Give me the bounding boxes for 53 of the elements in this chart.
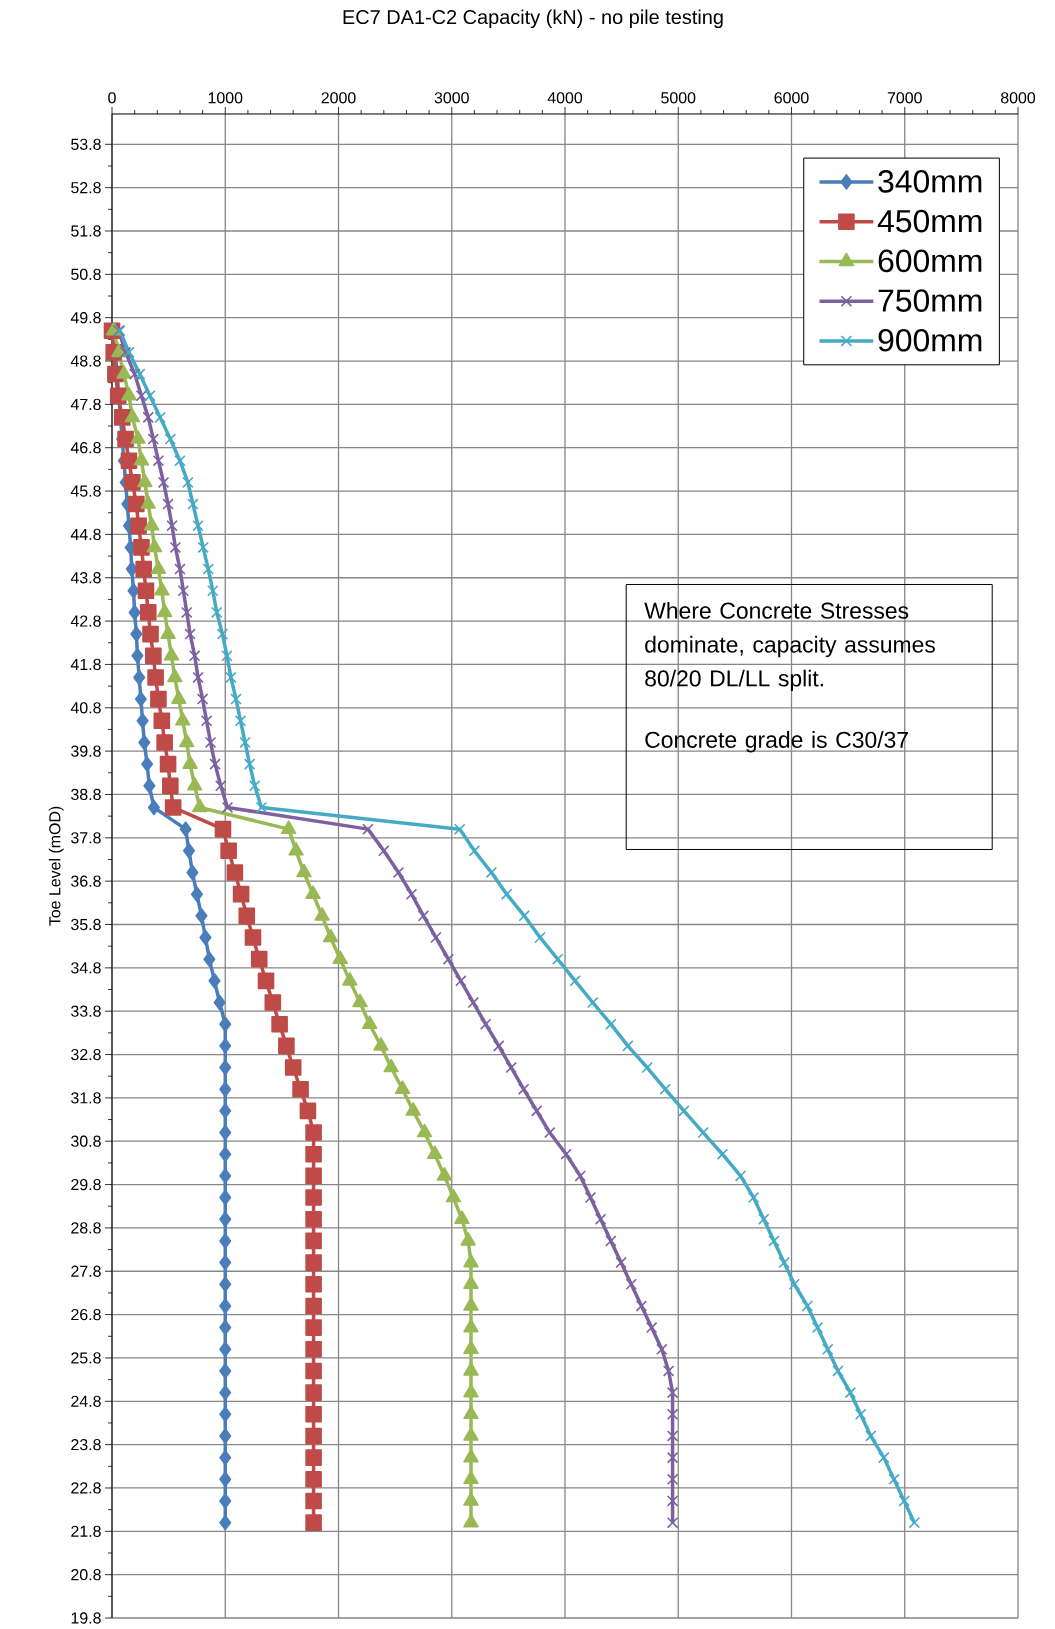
y-tick-label: 37.8 [71,832,101,844]
y-tick-label: 32.8 [71,1048,101,1061]
y-tick-label: 42.8 [70,615,101,627]
legend-label: 450mm [877,209,982,233]
y-tick-label: 33.8 [71,1005,101,1017]
y-tick-label: 47.8 [70,398,101,411]
legend-label: 750mm [878,289,982,312]
y-tick-label: 26.8 [71,1308,101,1321]
x-tick-label: 7000 [887,92,922,104]
y-tick-label: 35.8 [71,918,101,931]
y-tick-label: 29.8 [71,1178,101,1191]
y-tick-label: 40.8 [70,702,101,714]
y-tick-label: 34.8 [71,962,101,974]
y-tick-label: 24.8 [71,1395,101,1407]
y-tick-label: 48.8 [70,355,101,367]
y-tick-label: 49.8 [70,312,101,324]
y-tick-label: 30.8 [71,1135,101,1147]
y-axis-title: Toe Level (mOD) [48,806,64,926]
legend-label: 340mm [878,170,982,193]
y-tick-label: 46.8 [70,442,101,454]
x-tick-label: 3000 [434,92,469,104]
y-tick-label: 44.8 [70,528,101,541]
y-tick-label: 23.8 [71,1438,101,1451]
y-tick-label: 39.8 [71,745,101,757]
y-tick-label: 19.8 [71,1612,101,1624]
y-tick-label: 22.8 [71,1482,101,1494]
y-tick-label: 38.8 [71,788,101,801]
x-tick-label: 5000 [661,92,696,104]
y-tick-label: 50.8 [71,268,101,280]
annotation: Where Concrete Stresses dominate, capacity assumes 80/20 DL/LL split. [644,601,935,692]
y-tick-label: 53.8 [71,138,101,150]
y-tick-label: 25.8 [71,1352,101,1364]
y-tick-label: 21.8 [71,1525,101,1537]
legend-label: 600mm [878,249,982,273]
y-tick-label: 41.8 [70,658,101,671]
y-tick-label: 51.8 [71,225,101,237]
legend-label: 900mm [878,329,982,352]
x-tick-label: 1000 [208,92,243,104]
y-tick-label: 52.8 [71,182,101,194]
y-tick-label: 36.8 [71,875,101,887]
y-tick-label: 20.8 [71,1569,101,1581]
y-tick-label: 28.8 [71,1222,101,1234]
x-tick-label: 2000 [321,92,356,104]
x-tick-label: 4000 [547,92,583,104]
x-tick-label: 8000 [1000,92,1036,104]
y-tick-label: 31.8 [71,1092,101,1104]
y-tick-label: 43.8 [70,572,101,584]
y-tick-label: 27.8 [71,1265,101,1277]
x-tick-label: 6000 [774,92,809,104]
chart-title: EC7 DA1-C2 Capacity (kN) - no pile testing [343,9,723,29]
y-tick-label: 45.8 [70,485,101,497]
annotation: Concrete grade is C30/37 [645,731,908,753]
x-tick-label: 0 [108,92,116,104]
